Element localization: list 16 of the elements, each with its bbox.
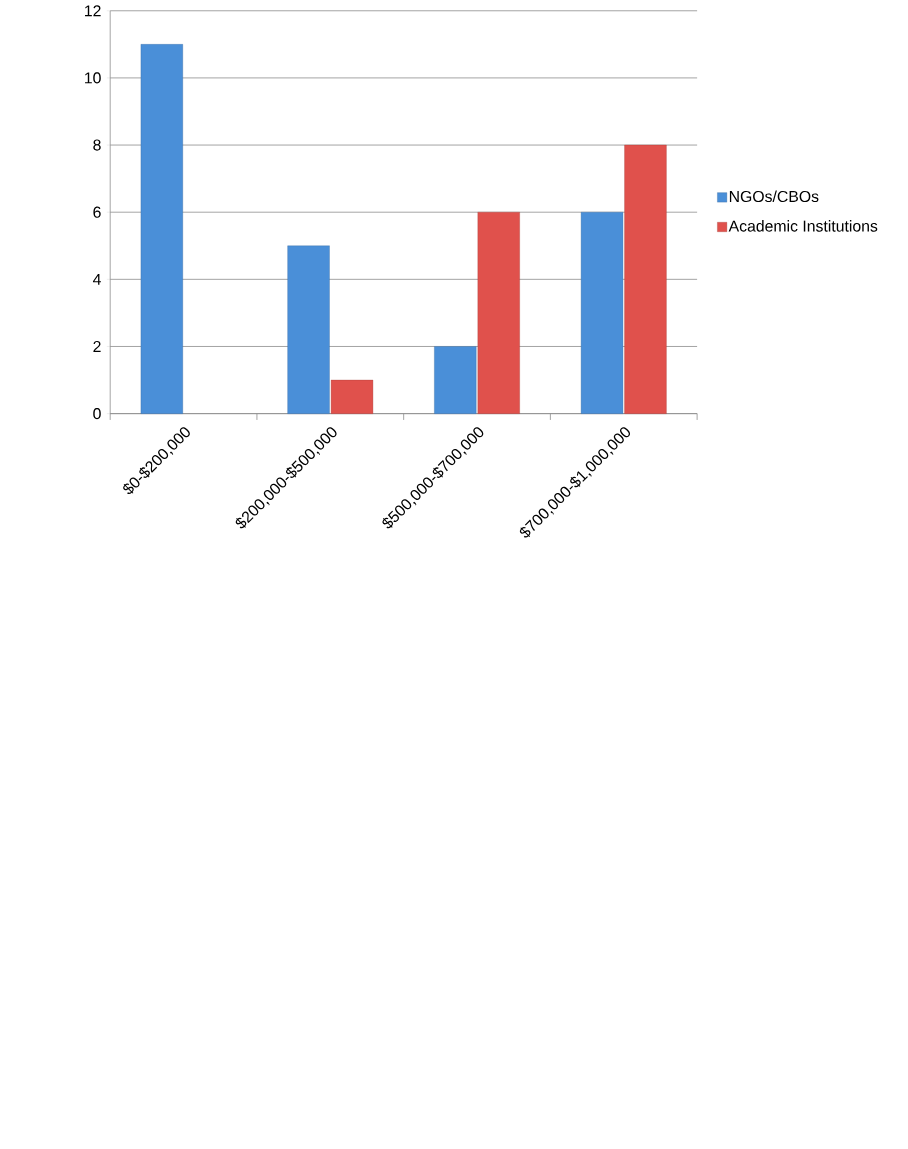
y-tick-label: 10 [85, 72, 101, 84]
y-tick-label: 8 [93, 139, 101, 151]
y-tick-label: 0 [93, 408, 101, 420]
legend-label: NGOs/CBOs [729, 190, 819, 203]
bar [287, 245, 330, 414]
y-tick-label: 2 [93, 340, 101, 352]
y-tick-label: 4 [93, 273, 101, 285]
bar [140, 44, 183, 414]
bar [580, 212, 624, 414]
bar [477, 212, 520, 414]
y-tick-label: 6 [93, 206, 101, 218]
y-tick-label: 12 [85, 5, 101, 17]
bar [624, 144, 667, 414]
bar [330, 379, 374, 414]
legend-label: Academic Institutions [728, 220, 878, 232]
bar [434, 346, 477, 414]
